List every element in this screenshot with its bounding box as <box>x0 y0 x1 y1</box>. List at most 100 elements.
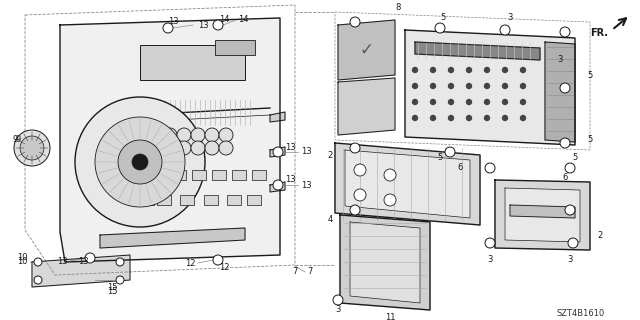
Circle shape <box>484 68 490 73</box>
Circle shape <box>413 84 417 89</box>
Circle shape <box>163 23 173 33</box>
Circle shape <box>34 258 42 266</box>
Circle shape <box>384 169 396 181</box>
Circle shape <box>148 141 162 155</box>
Text: 3: 3 <box>508 13 513 22</box>
Circle shape <box>205 128 219 142</box>
Circle shape <box>273 180 283 190</box>
Circle shape <box>118 140 162 184</box>
Bar <box>227 195 241 205</box>
Polygon shape <box>270 112 285 122</box>
Bar <box>172 170 186 180</box>
Polygon shape <box>100 228 245 248</box>
Circle shape <box>467 116 472 121</box>
Circle shape <box>333 295 343 305</box>
Polygon shape <box>270 147 285 157</box>
Circle shape <box>449 116 454 121</box>
Circle shape <box>219 141 233 155</box>
Text: 3: 3 <box>487 255 493 265</box>
Circle shape <box>431 100 435 105</box>
Text: 12: 12 <box>219 263 229 273</box>
Text: 8: 8 <box>396 4 401 12</box>
Circle shape <box>560 138 570 148</box>
Text: 12: 12 <box>185 259 195 268</box>
Circle shape <box>219 128 233 142</box>
Text: 2: 2 <box>597 230 603 239</box>
Circle shape <box>413 100 417 105</box>
Polygon shape <box>415 42 540 60</box>
Circle shape <box>213 20 223 30</box>
Bar <box>215 40 255 55</box>
Text: ✓: ✓ <box>359 41 373 59</box>
Circle shape <box>384 194 396 206</box>
Circle shape <box>177 141 191 155</box>
Circle shape <box>85 253 95 263</box>
Text: 5: 5 <box>588 70 593 79</box>
Text: 13: 13 <box>301 148 311 156</box>
Text: 13: 13 <box>301 180 311 189</box>
Circle shape <box>354 164 366 176</box>
Circle shape <box>413 68 417 73</box>
Text: 13: 13 <box>168 18 179 27</box>
Bar <box>180 195 194 205</box>
Circle shape <box>431 84 435 89</box>
Circle shape <box>467 100 472 105</box>
Circle shape <box>485 238 495 248</box>
Circle shape <box>431 68 435 73</box>
Circle shape <box>177 128 191 142</box>
Polygon shape <box>338 20 395 80</box>
Circle shape <box>148 128 162 142</box>
Circle shape <box>520 84 525 89</box>
Circle shape <box>413 116 417 121</box>
Circle shape <box>205 141 219 155</box>
Circle shape <box>502 100 508 105</box>
Text: 7: 7 <box>292 268 298 276</box>
Polygon shape <box>32 255 130 287</box>
Bar <box>212 170 226 180</box>
Polygon shape <box>495 180 590 250</box>
Circle shape <box>565 205 575 215</box>
Text: 3: 3 <box>335 306 340 315</box>
Circle shape <box>350 143 360 153</box>
Circle shape <box>34 276 42 284</box>
Circle shape <box>565 163 575 173</box>
Circle shape <box>20 136 44 160</box>
Circle shape <box>467 84 472 89</box>
Text: 2: 2 <box>328 150 333 159</box>
Circle shape <box>435 23 445 33</box>
Text: 3: 3 <box>557 55 563 65</box>
Text: 4: 4 <box>328 215 333 225</box>
Polygon shape <box>510 205 575 218</box>
Text: 13: 13 <box>77 258 88 267</box>
Circle shape <box>502 84 508 89</box>
Circle shape <box>445 147 455 157</box>
Circle shape <box>350 205 360 215</box>
Bar <box>204 195 218 205</box>
Circle shape <box>449 68 454 73</box>
Circle shape <box>485 163 495 173</box>
Text: 11: 11 <box>385 314 396 320</box>
Circle shape <box>484 84 490 89</box>
Text: 13: 13 <box>57 257 67 266</box>
Text: 15: 15 <box>107 287 117 297</box>
Circle shape <box>449 100 454 105</box>
Text: 3: 3 <box>567 255 573 265</box>
Circle shape <box>95 117 185 207</box>
Text: 13: 13 <box>285 175 295 185</box>
Text: 14: 14 <box>237 15 248 25</box>
Text: 10: 10 <box>17 258 28 267</box>
Circle shape <box>568 238 578 248</box>
Bar <box>232 170 246 180</box>
Polygon shape <box>340 215 430 310</box>
Bar <box>152 170 166 180</box>
Circle shape <box>163 128 177 142</box>
Circle shape <box>213 255 223 265</box>
Text: 5: 5 <box>572 154 578 163</box>
Polygon shape <box>505 188 580 242</box>
Polygon shape <box>335 143 480 225</box>
Text: 13: 13 <box>285 142 295 151</box>
Text: 6: 6 <box>458 164 463 172</box>
Text: 7: 7 <box>307 268 313 276</box>
Circle shape <box>484 100 490 105</box>
Circle shape <box>502 68 508 73</box>
